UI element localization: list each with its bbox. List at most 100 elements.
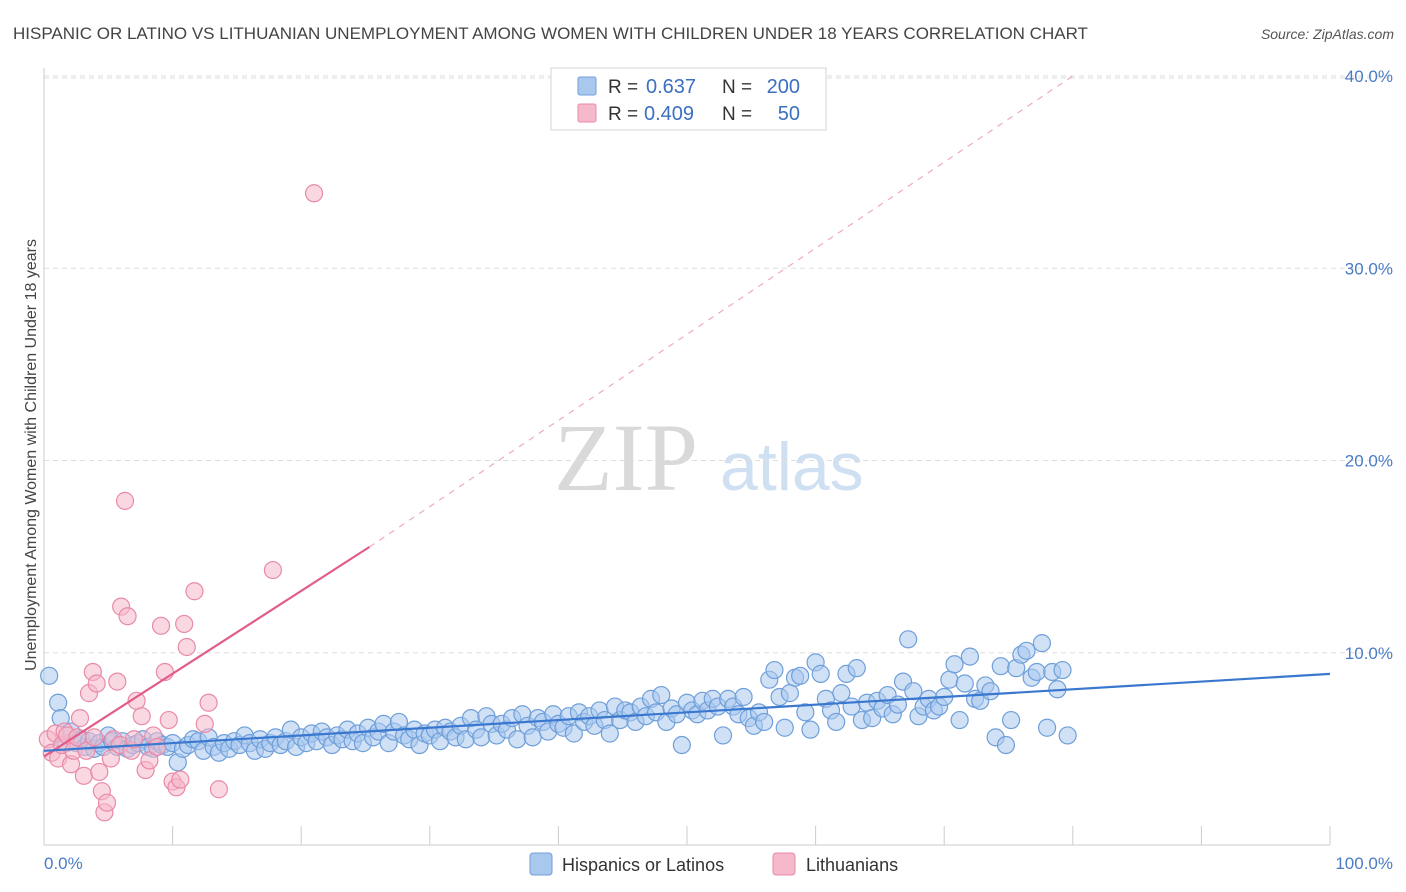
hispanic-point (672, 735, 691, 755)
legend-r-value-hispanics: 0.637 (646, 76, 696, 98)
x-tick-marks (172, 826, 1331, 845)
chart-source: Source: ZipAtlas.com (1261, 26, 1394, 42)
hispanic-point (40, 666, 59, 685)
y-tick-labels: 10.0% 20.0% 30.0% 40.0% (1345, 67, 1393, 663)
y-gridlines (44, 75, 1392, 654)
lithuanian-point (209, 780, 228, 799)
series-legend-label-hispanics: Hispanics or Latinos (562, 855, 724, 875)
lithuanian-point (148, 737, 167, 757)
lithuanian-point (90, 762, 109, 782)
lithuanian-point (304, 184, 324, 203)
series-legend-swatch-hispanics (529, 852, 553, 876)
lithuanian-point (263, 560, 283, 580)
hispanic-point (1017, 641, 1036, 660)
lithuanian-point (97, 793, 117, 812)
legend-swatch-lithuanians (577, 103, 597, 123)
hispanic-point (523, 728, 542, 747)
hispanic-point (1037, 718, 1057, 737)
hispanic-point (755, 712, 774, 732)
hispanic-point (827, 712, 846, 732)
hispanic-point (847, 659, 866, 678)
hispanic-point (991, 657, 1010, 676)
lithuanian-point (177, 637, 196, 657)
hispanic-point (940, 670, 959, 689)
lithuanian-point (115, 491, 135, 510)
hispanic-point (775, 718, 794, 737)
hispanic-point (49, 693, 68, 712)
x-tick-label-min: 0.0% (44, 854, 83, 873)
lithuanian-point (108, 672, 127, 691)
lithuanian-point (101, 749, 120, 768)
lithuanian-point (70, 709, 90, 728)
hispanic-point (960, 647, 980, 666)
lithuanian-point (159, 710, 178, 730)
legend-n-label-hispanics: N = (722, 77, 752, 98)
lithuanians-trend-line (43, 546, 370, 758)
hispanic-point (945, 655, 964, 674)
hispanic-point (904, 682, 923, 701)
legend-r-label-hispanics: R = (608, 77, 638, 98)
legend-n-label-lithuanians: N = (722, 104, 752, 125)
y-tick-label: 30.0% (1345, 259, 1393, 278)
hispanic-point (1001, 710, 1021, 730)
watermark-atlas: atlas (720, 429, 864, 505)
lithuanian-point (74, 766, 93, 785)
legend-r-label-lithuanians: R = (608, 104, 638, 125)
legend-n-value-lithuanians: 50 (778, 103, 800, 125)
lithuanian-point (171, 770, 190, 789)
lithuanian-point (195, 714, 214, 733)
series-legend-swatch-lithuanians (772, 852, 796, 876)
y-tick-label: 40.0% (1345, 67, 1393, 86)
hispanic-point (1032, 634, 1052, 653)
stats-legend-box (550, 67, 827, 131)
hispanic-point (1027, 662, 1046, 682)
hispanic-point (713, 726, 733, 745)
hispanic-point (734, 687, 753, 707)
legend-swatch-hispanics (577, 76, 597, 96)
hispanic-point (1053, 660, 1072, 680)
lithuanian-point (151, 616, 171, 635)
hispanic-point (899, 630, 918, 649)
hispanic-point (801, 720, 820, 739)
chart-title: HISPANIC OR LATINO VS LITHUANIAN UNEMPLO… (13, 24, 1088, 43)
y-tick-label: 20.0% (1345, 452, 1393, 471)
lithuanian-point (132, 707, 151, 726)
legend-r-value-lithuanians: 0.409 (644, 103, 694, 125)
y-tick-label: 10.0% (1345, 644, 1393, 663)
hispanic-point (652, 685, 671, 705)
hispanic-point (765, 660, 784, 680)
hispanic-point (811, 664, 830, 683)
lithuanian-point (199, 693, 218, 712)
hispanic-point (955, 674, 974, 693)
lithuanian-point (77, 741, 96, 760)
hispanics-trend-line (43, 672, 1331, 752)
hispanic-point (1058, 726, 1077, 745)
lithuanians-series-points (38, 184, 324, 822)
stats-legend: R = 0.637 N = 200 R = 0.409 N = 50 (550, 67, 827, 131)
lithuanian-point (140, 751, 159, 770)
hispanic-point (791, 666, 810, 685)
hispanic-point (796, 703, 815, 722)
hispanic-point (950, 710, 969, 730)
hispanics-series-points (40, 630, 1077, 772)
hispanic-point (780, 684, 799, 703)
lithuanian-point (118, 607, 137, 626)
legend-n-value-hispanics: 200 (767, 76, 800, 98)
lithuanian-point (124, 730, 144, 749)
x-tick-label-max: 100.0% (1335, 854, 1393, 873)
lithuanian-point (87, 674, 106, 693)
hispanic-point (832, 684, 851, 703)
series-legend-label-lithuanians: Lithuanians (806, 855, 898, 875)
y-axis-label: Unemployment Among Women with Children U… (23, 239, 40, 671)
lithuanian-point (175, 614, 194, 634)
hispanic-point (600, 724, 619, 743)
hispanic-point (564, 724, 583, 743)
hispanic-point (981, 682, 1000, 701)
series-legend: Hispanics or Latinos Lithuanians (529, 852, 898, 876)
lithuanian-point (85, 728, 104, 747)
lithuanians-trend-extension (369, 75, 1074, 548)
watermark-zip: ZIP (554, 404, 698, 511)
hispanic-point (996, 735, 1016, 755)
lithuanian-point (185, 582, 204, 601)
